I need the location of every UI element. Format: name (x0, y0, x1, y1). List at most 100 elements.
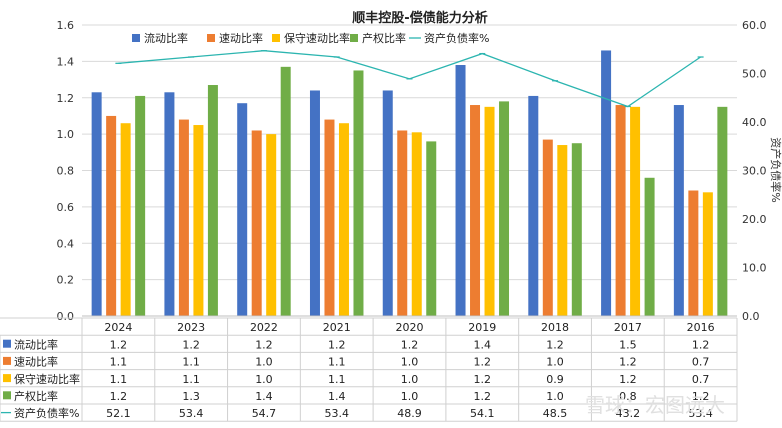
legend-label: 资产负债率% (424, 31, 489, 45)
table-cell: 1.1 (110, 356, 128, 369)
table-legend-swatch (3, 356, 11, 365)
bar (557, 145, 568, 316)
x-tick-label: 2023 (177, 321, 205, 334)
bar (702, 192, 713, 316)
table-cell: 1.0 (255, 356, 273, 369)
table-cell: 1.0 (546, 390, 564, 403)
table-row-label: 资产负债率% (14, 406, 79, 420)
bars (91, 50, 728, 317)
bar (309, 90, 320, 316)
bar (353, 70, 364, 316)
table-cell: 43.2 (616, 407, 641, 420)
table-legend-swatch (3, 374, 11, 383)
y-tick-label: 1.2 (57, 92, 75, 105)
y-tick-label: 0.2 (57, 274, 75, 287)
y2-tick-label: 60.0 (742, 19, 767, 32)
table-cell: 1.2 (474, 373, 492, 386)
table-cell: 54.7 (252, 407, 277, 420)
table-cell: 48.5 (543, 407, 568, 420)
table-cell: 1.4 (474, 338, 492, 351)
bar (164, 92, 175, 316)
bar (615, 105, 626, 317)
table-cell: 1.4 (328, 390, 346, 403)
bar (338, 123, 349, 317)
bar (251, 130, 262, 316)
legend: 流动比率 速动比率 保守速动比率 产权比率 资产负债率% (132, 31, 489, 45)
table-cell: 1.2 (546, 338, 564, 351)
bar (644, 177, 655, 316)
table-cell: 1.0 (401, 356, 419, 369)
table-cell: 1.1 (182, 373, 200, 386)
bar (280, 66, 291, 316)
y2-tick-label: 40.0 (742, 116, 767, 129)
y2-tick-label: 20.0 (742, 213, 767, 226)
bar (324, 119, 335, 316)
table-cell: 1.2 (692, 338, 710, 351)
table-row-label: 产权比率 (14, 389, 58, 403)
x-tick-label: 2020 (396, 321, 424, 334)
x-tick-label: 2024 (104, 321, 132, 334)
legend-swatch (207, 34, 215, 42)
chart-title: 顺丰控股-偿债能力分析 (352, 10, 487, 26)
table-cell: 1.4 (255, 390, 273, 403)
table-cell: 54.1 (470, 407, 495, 420)
table-cell: 1.2 (110, 390, 128, 403)
y-tick-label: 0.0 (57, 310, 75, 323)
bar (106, 115, 117, 316)
bar (542, 139, 553, 316)
table-row-label: 保守速动比率 (14, 372, 80, 386)
bar (484, 106, 495, 316)
table-row-label: 流动比率 (14, 337, 58, 351)
bar (382, 90, 393, 316)
table-cell: 1.2 (182, 338, 200, 351)
legend-swatch (350, 34, 358, 42)
table-cell: 1.0 (255, 373, 273, 386)
x-tick-label: 2017 (614, 321, 642, 334)
bar (673, 105, 684, 317)
table-cell: 1.2 (474, 356, 492, 369)
table-cell: 52.1 (106, 407, 131, 420)
bar (426, 141, 437, 316)
table-cell: 1.1 (328, 356, 346, 369)
watermark-text: 雪球：宏图远大 (585, 393, 725, 417)
bar (688, 190, 699, 316)
legend-label: 产权比率 (362, 31, 406, 45)
table-cell: 1.1 (110, 373, 128, 386)
bar (237, 103, 248, 316)
legend-swatch (132, 34, 140, 42)
y2-tick-label: 50.0 (742, 68, 767, 81)
table-cell: 1.3 (182, 390, 200, 403)
table-cell: 1.0 (401, 373, 419, 386)
bar (135, 95, 146, 317)
y-tick-label: 1.4 (57, 55, 75, 68)
bar (455, 65, 466, 316)
y-tick-label: 0.6 (57, 201, 75, 214)
table-cell: 53.4 (179, 407, 204, 420)
table-cell: 1.0 (401, 390, 419, 403)
table-cell: 0.7 (692, 373, 710, 386)
table-cell: 0.7 (692, 356, 710, 369)
line-series (115, 50, 704, 108)
bar (470, 105, 481, 317)
y-tick-label: 0.8 (57, 165, 75, 178)
y2-tick-label: 0.0 (742, 310, 760, 323)
table-cell: 1.2 (619, 356, 637, 369)
legend-label: 流动比率 (144, 31, 188, 45)
bar (571, 143, 582, 316)
y-tick-label: 1.0 (57, 128, 75, 141)
bar (91, 92, 102, 316)
y2-tick-label: 30.0 (742, 165, 767, 178)
table-cell: 1.5 (619, 338, 637, 351)
x-tick-label: 2016 (687, 321, 715, 334)
bar (266, 134, 277, 316)
table-cell: 1.1 (182, 356, 200, 369)
table-cell: 48.9 (397, 407, 422, 420)
table-cell: 1.2 (474, 390, 492, 403)
bar (193, 125, 204, 316)
x-tick-label: 2019 (468, 321, 496, 334)
y2-axis-label: 资产负债率% (769, 137, 782, 202)
table-cell: 1.2 (255, 338, 273, 351)
table-cell: 1.2 (328, 338, 346, 351)
table-legend-swatch (3, 391, 11, 400)
bar (717, 106, 728, 316)
